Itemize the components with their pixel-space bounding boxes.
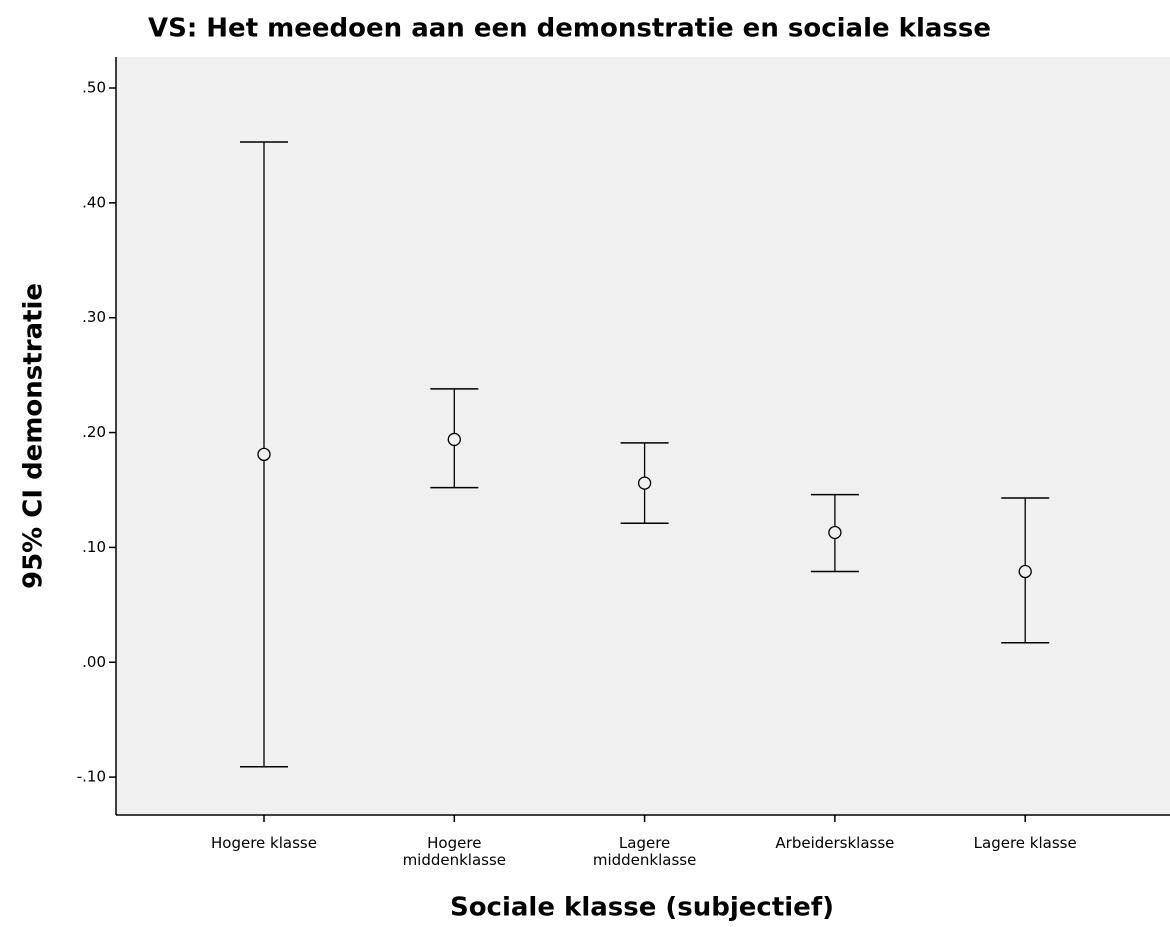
mean-point	[1018, 564, 1032, 579]
x-tick-label-line: Hogere	[427, 834, 481, 852]
y-tick-label: .00	[82, 653, 106, 671]
x-tick-label-line: Lagere klasse	[974, 834, 1077, 852]
chart-title: VS: Het meedoen aan een demonstratie en …	[148, 14, 991, 44]
mean-point	[447, 432, 461, 447]
x-tick-label-line: Hogere klasse	[211, 834, 317, 852]
x-tick-label: Arbeidersklasse	[775, 834, 894, 852]
x-axis-label: Sociale klasse (subjectief)	[450, 893, 834, 923]
x-tick-label-line: middenklasse	[403, 851, 506, 869]
y-tick-label: .20	[82, 423, 106, 441]
x-tick-label-line: middenklasse	[593, 851, 696, 869]
mean-point	[637, 476, 652, 490]
mean-point	[828, 525, 842, 540]
x-tick-label-line: Lagere	[619, 834, 670, 852]
y-tick-label: .50	[82, 79, 106, 97]
y-tick-label: .10	[82, 538, 106, 556]
y-axis-label: 95% CI demonstratie	[19, 283, 49, 589]
x-tick-label: Lagere middenklasse	[593, 834, 696, 869]
y-tick-label: .40	[82, 193, 106, 211]
mean-point	[257, 447, 271, 462]
y-tick-label: -.10	[77, 768, 106, 786]
x-tick-label: Lagere klasse	[974, 834, 1077, 852]
x-tick-label-line: Arbeidersklasse	[775, 834, 894, 852]
x-tick-label: Hogere middenklasse	[403, 834, 506, 869]
plot-area	[116, 57, 1170, 815]
y-tick-label: .30	[82, 308, 106, 326]
x-tick-label: Hogere klasse	[211, 834, 317, 852]
